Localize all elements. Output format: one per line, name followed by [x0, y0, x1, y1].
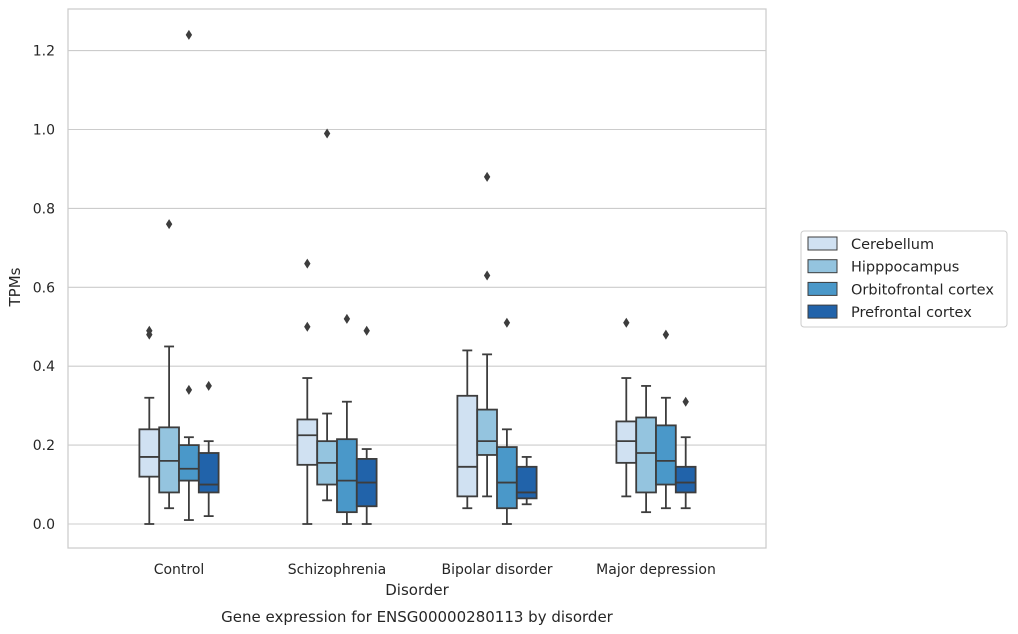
y-tick-label: 1.2: [33, 44, 55, 60]
box-iqr: [515, 465, 538, 500]
chart-caption: Gene expression for ENSG00000280113 by d…: [221, 608, 614, 626]
y-tick-labels: 0.0 0.2 0.4 0.6 0.8 1.0 1.2: [33, 44, 55, 533]
box-1-0: [296, 258, 319, 525]
legend: Cerebellum Hipppocampus Orbitofrontal cort…: [800, 230, 1008, 328]
outlier-point: [503, 317, 511, 328]
legend-label: Hipppocampus: [851, 260, 959, 276]
x-tick-label: Schizophrenia: [288, 562, 386, 578]
box-iqr: [178, 444, 200, 482]
x-tick-label: Control: [154, 562, 205, 578]
box-0-2: [178, 29, 200, 521]
y-tick-label: 1.0: [33, 123, 55, 139]
outlier-point: [483, 270, 491, 281]
box-series: [138, 29, 697, 525]
outlier-point: [323, 128, 331, 139]
y-tick-label: 0.0: [33, 517, 55, 533]
box-3-3: [674, 396, 697, 510]
outlier-point: [185, 384, 193, 395]
outlier-point: [304, 258, 311, 269]
y-tick-label: 0.2: [33, 438, 55, 454]
box-iqr: [336, 438, 358, 514]
x-axis-label: Disorder: [385, 581, 449, 599]
box-2-3: [515, 456, 538, 506]
outlier-point: [343, 313, 351, 324]
outlier-point: [165, 219, 173, 230]
box-0-0: [138, 325, 161, 525]
box-3-1: [635, 385, 657, 514]
outlier-point: [304, 321, 311, 332]
box-iqr: [456, 394, 479, 498]
legend-label: Prefrontal cortex: [851, 305, 972, 321]
box-iqr: [635, 416, 657, 494]
box-2-2: [496, 317, 518, 525]
legend-swatch: [807, 236, 838, 251]
box-iqr: [674, 465, 697, 494]
box-iqr: [296, 418, 319, 466]
outlier-point: [146, 325, 153, 336]
box-0-1: [158, 219, 180, 510]
legend-label: Cerebellum: [851, 237, 934, 253]
x-tick-label: Major depression: [596, 562, 716, 578]
outlier-point: [662, 329, 670, 340]
legend-label: Orbitofrontal cortex: [851, 282, 994, 298]
box-3-0: [615, 317, 638, 498]
y-tick-label: 0.6: [33, 280, 55, 296]
legend-swatch: [807, 304, 838, 319]
box-iqr: [158, 426, 180, 494]
x-tick-label: Bipolar disorder: [441, 562, 552, 578]
legend-swatch: [807, 259, 838, 274]
box-iqr: [655, 424, 677, 486]
y-axis-label: TPMs: [6, 267, 24, 307]
y-tick-label: 0.8: [33, 201, 55, 217]
outlier-point: [682, 396, 689, 407]
box-iqr: [197, 452, 220, 494]
x-tick-labels: Control Schizophrenia Bipolar disorder Majo…: [154, 562, 716, 578]
box-2-1: [476, 171, 498, 498]
box-1-3: [355, 325, 378, 525]
outlier-point: [363, 325, 370, 336]
box-iqr: [476, 408, 498, 456]
outlier-point: [623, 317, 630, 328]
box-1-1: [316, 128, 338, 502]
outlier-point: [483, 171, 491, 182]
y-tick-label: 0.4: [33, 359, 55, 375]
box-1-2: [336, 313, 358, 525]
plot-frame: [67, 8, 767, 549]
box-iqr: [496, 446, 518, 510]
box-iqr: [138, 428, 161, 478]
box-3-2: [655, 329, 677, 510]
legend-frame: [800, 230, 1008, 328]
outlier-point: [205, 380, 212, 391]
outlier-point: [185, 29, 193, 40]
legend-swatch: [807, 281, 838, 296]
box-iqr: [615, 420, 638, 464]
box-0-3: [197, 380, 220, 518]
box-2-0: [456, 349, 479, 510]
